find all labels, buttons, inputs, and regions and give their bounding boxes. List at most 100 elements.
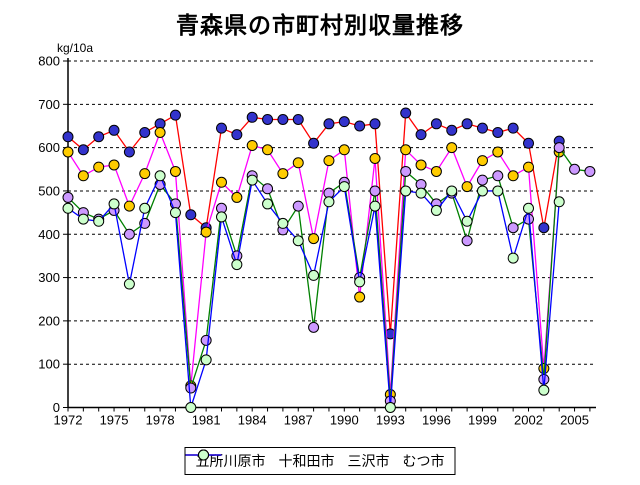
x-tick-label-1978: 1978	[146, 413, 175, 428]
legend-item-towada: 十和田市	[185, 449, 335, 471]
series-towada-marker-1991	[354, 291, 366, 303]
series-goshogawara-marker-1975	[108, 124, 120, 136]
series-misawa-marker-1976	[123, 228, 135, 240]
x-tick-label-1999: 1999	[468, 413, 497, 428]
series-goshogawara-marker-1992	[369, 118, 381, 130]
series-mutsu-marker-1981	[200, 354, 212, 366]
series-goshogawara-marker-1979	[169, 109, 181, 121]
series-goshogawara-marker-2003	[538, 222, 550, 234]
series-goshogawara-marker-1976	[123, 146, 135, 158]
series-goshogawara-marker-1974	[93, 131, 105, 143]
legend-marker-mutsu	[185, 449, 222, 461]
series-misawa-marker-1994	[400, 165, 412, 177]
series-mutsu-marker-2002	[523, 202, 534, 214]
y-tick-label-0: 0	[53, 400, 60, 415]
y-axis-unit-label: kg/10a	[57, 41, 94, 55]
series-towada-marker-1981	[200, 226, 212, 238]
y-tick-label-700: 700	[38, 97, 60, 112]
series-misawa-marker-2001	[507, 222, 519, 234]
series-mutsu-marker-1994	[400, 185, 412, 197]
x-tick-label-1984: 1984	[238, 413, 267, 428]
series-goshogawara-marker-1977	[139, 126, 151, 138]
series-misawa-marker-2004	[553, 142, 565, 154]
series-mutsu-marker-1998	[461, 215, 473, 227]
y-tick-label-300: 300	[38, 270, 60, 285]
series-towada-marker-1973	[77, 170, 89, 182]
series-misawa-marker-1998	[461, 235, 473, 247]
series-mutsu-marker-1993	[384, 402, 396, 413]
legend-label-mutsu: むつ市	[402, 453, 445, 469]
y-tick-label-200: 200	[38, 313, 60, 328]
y-tick-label-400: 400	[38, 227, 60, 242]
series-mutsu-marker-2003	[538, 384, 550, 396]
series-misawa-marker-1988	[308, 321, 320, 333]
series-towada-marker-1983	[231, 191, 243, 203]
series-towada-marker-1982	[216, 176, 227, 188]
series-towada-marker-1989	[323, 155, 335, 167]
series-goshogawara-marker-1990	[338, 116, 350, 128]
series-mutsu-marker-1984	[246, 174, 258, 186]
series-goshogawara-marker-2000	[492, 126, 504, 138]
series-misawa-marker-1981	[200, 334, 212, 346]
y-tick-label-100: 100	[38, 357, 60, 372]
series-goshogawara-marker-2002	[523, 137, 534, 149]
x-tick-label-2002: 2002	[514, 413, 543, 428]
series-misawa-marker-2006	[584, 165, 596, 177]
series-towada-marker-1994	[400, 144, 412, 156]
series-towada-marker-1990	[338, 144, 350, 156]
series-goshogawara-marker-1989	[323, 118, 335, 130]
series-towada-marker-1974	[93, 161, 105, 173]
series-misawa-marker-1980	[185, 382, 197, 394]
series-towada-marker-1986	[277, 168, 289, 180]
x-tick-label-1993: 1993	[376, 413, 405, 428]
series-mutsu-marker-1977	[139, 202, 151, 214]
legend-dot-mutsu	[198, 449, 209, 461]
series-goshogawara-marker-1972	[62, 131, 74, 143]
series-goshogawara-marker-1996	[430, 118, 442, 130]
x-tick-label-1972: 1972	[54, 413, 83, 428]
series-goshogawara-marker-1987	[292, 113, 304, 125]
series-mutsu-marker-1983	[231, 259, 243, 271]
series-mutsu-marker-1999	[476, 185, 488, 197]
series-towada-marker-1999	[476, 155, 488, 167]
series-goshogawara-marker-1995	[415, 129, 427, 141]
series-goshogawara-marker-1980	[185, 209, 197, 221]
series-goshogawara-marker-1991	[354, 120, 366, 132]
series-misawa-marker-2005	[569, 163, 581, 175]
series-mutsu-marker-1973	[77, 213, 89, 225]
series-goshogawara-marker-1994	[400, 107, 412, 119]
series-goshogawara-marker-1997	[446, 124, 458, 136]
series-towada-marker-1987	[292, 157, 304, 169]
series-mutsu-marker-2004	[553, 196, 565, 208]
series-misawa-marker-1972	[62, 191, 74, 203]
series-mutsu-marker-1992	[369, 200, 381, 212]
series-goshogawara-marker-1985	[262, 113, 274, 125]
series-towada-marker-2001	[507, 170, 519, 182]
y-tick-label-600: 600	[38, 140, 60, 155]
series-mutsu-marker-1991	[354, 276, 366, 288]
series-goshogawara-marker-1986	[277, 113, 289, 125]
series-towada-marker-2002	[523, 161, 534, 173]
legend-label-misawa: 三沢市	[347, 453, 390, 469]
series-goshogawara-marker-1998	[461, 118, 473, 130]
series-towada-marker-1975	[108, 159, 120, 171]
legend-item-misawa: 三沢市	[185, 449, 390, 471]
series-mutsu-marker-1996	[430, 204, 442, 216]
series-misawa-line	[67, 145, 590, 402]
series-towada-marker-2000	[492, 146, 504, 158]
series-misawa-marker-1985	[262, 183, 274, 195]
x-tick-label-1996: 1996	[422, 413, 451, 428]
series-misawa-marker-1987	[292, 200, 304, 212]
x-tick-label-1987: 1987	[284, 413, 313, 428]
series-mutsu-marker-2000	[492, 185, 504, 197]
chart-title: 青森県の市町村別収量推移	[176, 12, 464, 38]
series-mutsu-marker-1986	[277, 217, 289, 229]
series-mutsu-marker-1997	[446, 185, 458, 197]
legend-label-towada: 十和田市	[278, 453, 335, 469]
series-towada-marker-1998	[461, 181, 473, 193]
series-goshogawara-marker-1984	[246, 111, 258, 123]
series-mutsu-marker-1980	[185, 402, 197, 413]
series-mutsu-marker-1974	[93, 215, 105, 227]
